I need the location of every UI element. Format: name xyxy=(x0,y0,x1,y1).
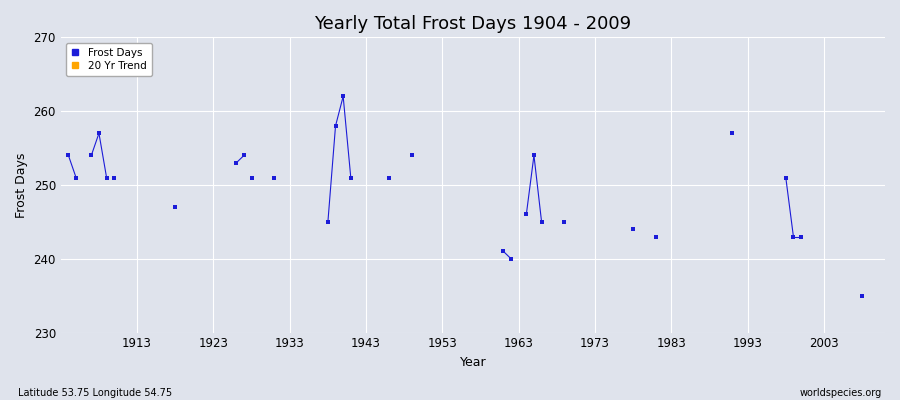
Point xyxy=(61,152,76,159)
Point xyxy=(344,174,358,181)
Legend: Frost Days, 20 Yr Trend: Frost Days, 20 Yr Trend xyxy=(66,42,152,76)
Point xyxy=(237,152,251,159)
Point xyxy=(230,160,244,166)
Point xyxy=(84,152,98,159)
Point xyxy=(99,174,113,181)
Point xyxy=(725,130,740,136)
Point xyxy=(526,152,541,159)
Point xyxy=(626,226,641,232)
Point xyxy=(504,256,518,262)
Point xyxy=(320,219,335,225)
Point xyxy=(107,174,122,181)
Point xyxy=(328,123,343,129)
Point xyxy=(855,292,869,299)
Point xyxy=(336,93,350,100)
Point xyxy=(519,211,534,218)
Text: Latitude 53.75 Longitude 54.75: Latitude 53.75 Longitude 54.75 xyxy=(18,388,172,398)
Point xyxy=(267,174,282,181)
Point xyxy=(405,152,419,159)
Point xyxy=(168,204,183,210)
Point xyxy=(535,219,549,225)
Text: worldspecies.org: worldspecies.org xyxy=(800,388,882,398)
Point xyxy=(778,174,793,181)
Point xyxy=(382,174,396,181)
Y-axis label: Frost Days: Frost Days xyxy=(15,152,28,218)
Point xyxy=(92,130,106,136)
Point xyxy=(794,234,808,240)
Point xyxy=(496,248,510,254)
Title: Yearly Total Frost Days 1904 - 2009: Yearly Total Frost Days 1904 - 2009 xyxy=(314,15,632,33)
X-axis label: Year: Year xyxy=(460,356,486,369)
Point xyxy=(787,234,801,240)
Point xyxy=(245,174,259,181)
Point xyxy=(649,234,663,240)
Point xyxy=(69,174,84,181)
Point xyxy=(557,219,572,225)
